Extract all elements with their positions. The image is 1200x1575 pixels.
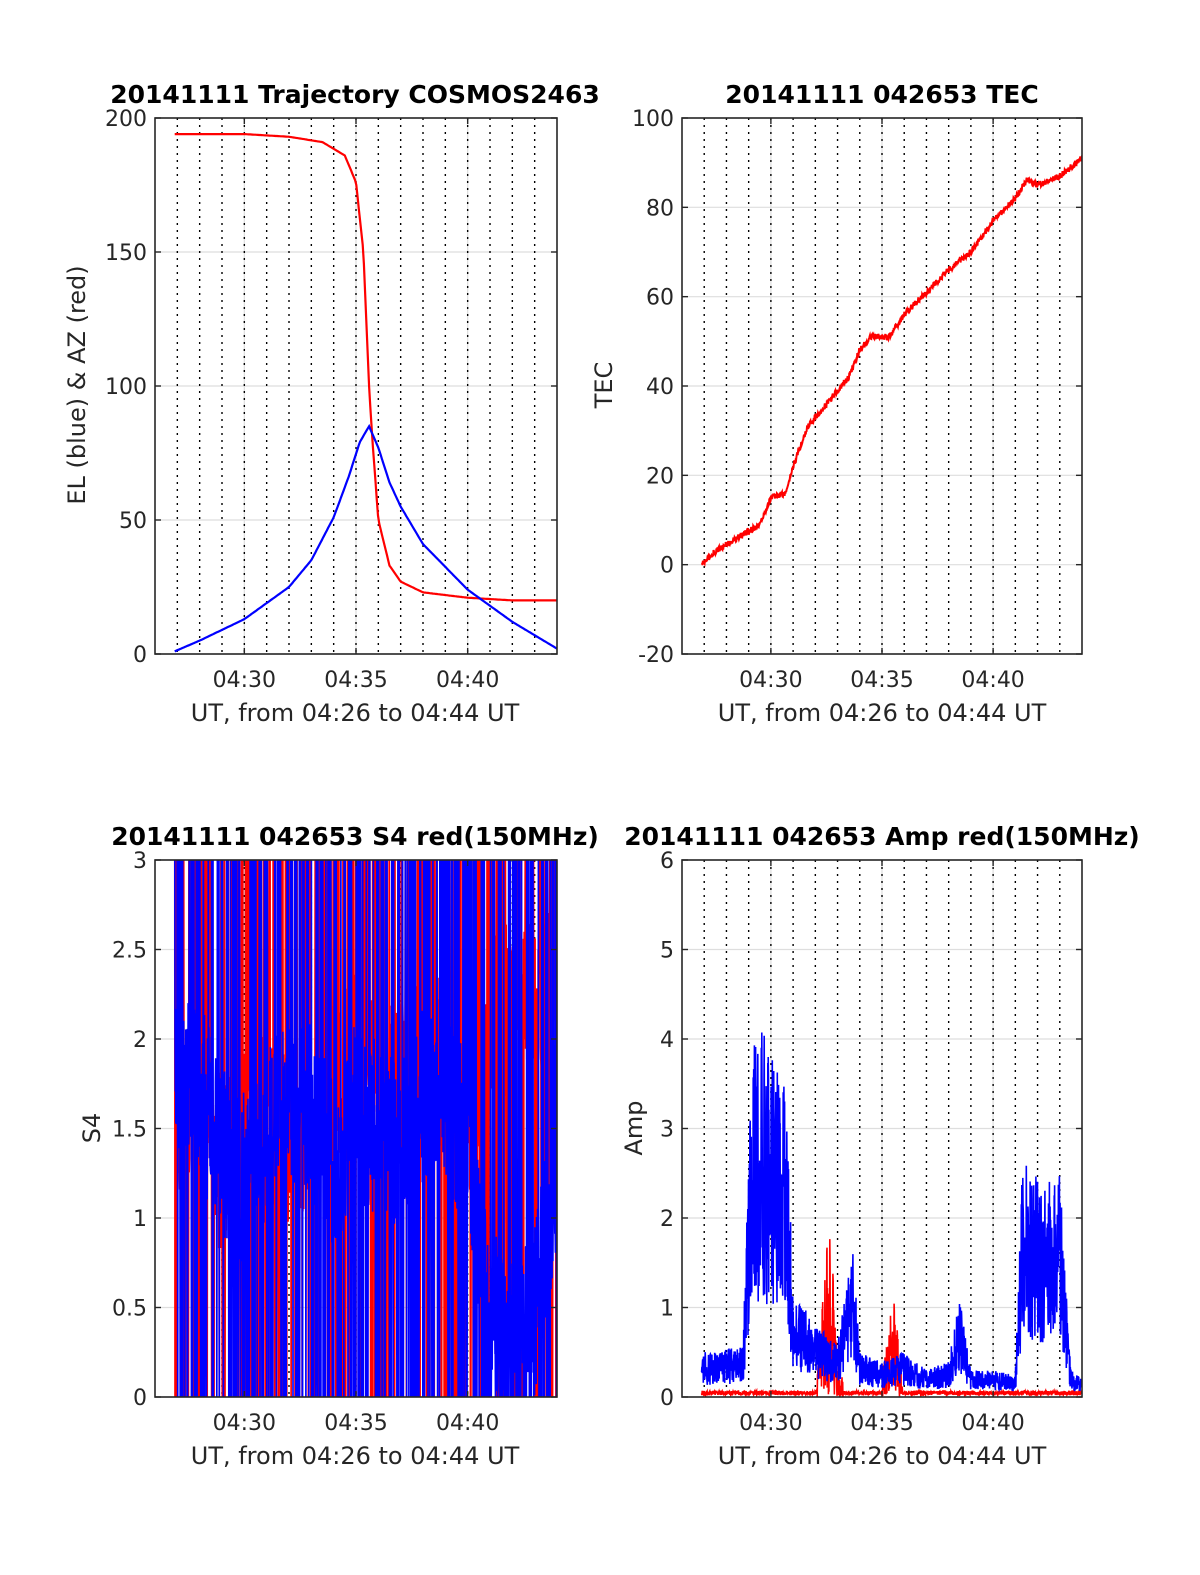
x-tick-label: 04:30	[739, 668, 802, 693]
series-line	[700, 155, 1082, 568]
y-tick-label: 4	[660, 1028, 674, 1053]
y-tick-label: 1	[133, 1207, 147, 1232]
x-tick-label: 04:40	[961, 668, 1024, 693]
y-tick-label: 5	[660, 939, 674, 964]
y-axis-label: S4	[78, 1113, 106, 1144]
x-tick-label: 04:40	[436, 1411, 499, 1436]
x-tick-label: 04:35	[850, 1411, 913, 1436]
y-tick-label: 50	[119, 509, 147, 534]
y-tick-label: 80	[646, 196, 674, 221]
y-tick-label: 3	[133, 849, 147, 874]
tec-panel: UT, from 04:26 to 04:44 UT TEC -20 0 20 40 6…	[590, 80, 1083, 727]
series-line	[174, 423, 557, 653]
s4-panel: UT, from 04:26 to 04:44 UT S4 0 0.5 1 1.5 2 2…	[78, 822, 599, 1470]
y-tick-label: 0	[660, 554, 674, 579]
y-tick-label: 40	[646, 375, 674, 400]
x-tick-label: 04:35	[324, 668, 387, 693]
y-tick-label: 6	[660, 849, 674, 874]
series-line	[174, 133, 557, 602]
y-tick-label: 60	[646, 286, 674, 311]
x-tick-label: 04:40	[961, 1411, 1024, 1436]
y-tick-label: 0.5	[112, 1297, 147, 1322]
y-tick-label: -20	[638, 643, 674, 668]
y-tick-label: 20	[646, 464, 674, 489]
y-tick-label: 0	[133, 643, 147, 668]
x-tick-label: 04:35	[850, 668, 913, 693]
chart-title: 20141111 042653 S4 red(150MHz)	[111, 822, 599, 851]
series-line	[700, 1032, 1082, 1393]
y-tick-label: 2	[133, 1028, 147, 1053]
y-axis-label: EL (blue) & AZ (red)	[63, 265, 91, 504]
y-tick-label: 0	[660, 1386, 674, 1411]
x-tick-label: 04:40	[436, 668, 499, 693]
chart-title: 20141111 042653 Amp red(150MHz)	[624, 822, 1140, 851]
x-tick-label: 04:30	[213, 1411, 276, 1436]
x-axis-label: UT, from 04:26 to 04:44 UT	[718, 699, 1047, 727]
series-line	[173, 860, 557, 1397]
y-tick-label: 100	[105, 375, 147, 400]
x-axis-label: UT, from 04:26 to 04:44 UT	[191, 1442, 520, 1470]
y-axis-label: TEC	[590, 362, 618, 410]
y-tick-label: 3	[660, 1118, 674, 1143]
x-tick-label: 04:35	[324, 1411, 387, 1436]
y-tick-label: 200	[105, 107, 147, 132]
y-tick-label: 1	[660, 1297, 674, 1322]
y-tick-label: 100	[632, 107, 674, 132]
chart-title: 20141111 Trajectory COSMOS2463	[110, 80, 600, 109]
amp-panel: UT, from 04:26 to 04:44 UT Amp 0 1 2 3 4 5 6 04…	[620, 822, 1140, 1470]
x-axis-label: UT, from 04:26 to 04:44 UT	[191, 699, 520, 727]
x-axis-label: UT, from 04:26 to 04:44 UT	[718, 1442, 1047, 1470]
y-tick-label: 0	[133, 1386, 147, 1411]
y-axis-label: Amp	[620, 1100, 648, 1155]
x-tick-label: 04:30	[213, 668, 276, 693]
chart-title: 20141111 042653 TEC	[725, 80, 1038, 109]
y-tick-label: 150	[105, 241, 147, 266]
x-tick-label: 04:30	[739, 1411, 802, 1436]
y-tick-label: 2	[660, 1207, 674, 1232]
trajectory-panel: UT, from 04:26 to 04:44 UT EL (blue) & A…	[63, 80, 600, 727]
y-tick-label: 2.5	[112, 939, 147, 964]
y-tick-label: 1.5	[112, 1118, 147, 1143]
